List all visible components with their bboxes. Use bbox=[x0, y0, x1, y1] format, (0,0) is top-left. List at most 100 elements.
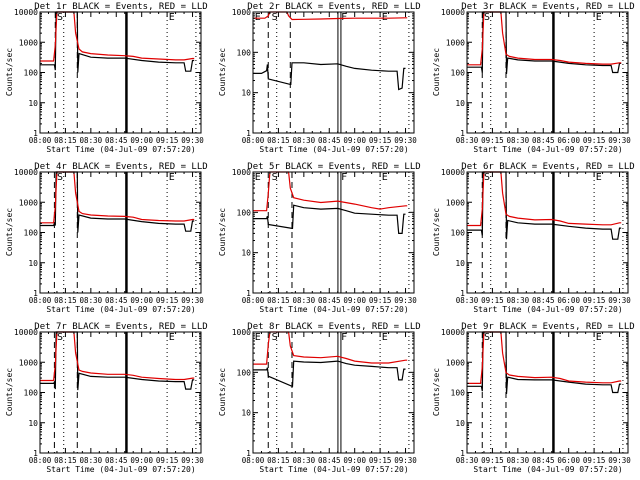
y-tick-label: 100 bbox=[237, 208, 252, 217]
x-tick-label: 09:15 bbox=[369, 456, 392, 465]
y-axis-label: Counts/sec bbox=[218, 368, 227, 416]
x-tick-label: 08:45 bbox=[318, 136, 341, 145]
y-tick-label: 100 bbox=[237, 368, 252, 377]
y-tick-label: 10 bbox=[241, 249, 251, 258]
y-tick-label: 1 bbox=[33, 449, 38, 458]
y-tick-label: 10 bbox=[241, 89, 251, 98]
y-tick-label: 100 bbox=[24, 69, 39, 78]
plot-frame bbox=[252, 11, 415, 134]
y-tick-label: 10 bbox=[455, 99, 465, 108]
x-tick-label: 09:15 bbox=[481, 296, 504, 305]
panel-title: Det 4r BLACK = Events, RED = LLD bbox=[34, 162, 207, 172]
x-tick-label: 09:30 bbox=[181, 136, 204, 145]
x-tick-label: 08:45 bbox=[105, 456, 128, 465]
marker-label: S bbox=[57, 332, 63, 343]
series-events bbox=[253, 62, 406, 91]
series-lld bbox=[253, 331, 408, 365]
panel-title: Det 6r BLACK = Events, RED = LLD bbox=[461, 162, 634, 172]
x-axis-label: Start Time (04-Jul-09 07:57:20) bbox=[259, 145, 408, 154]
series-events bbox=[467, 331, 622, 394]
x-tick-label: 08:15 bbox=[54, 456, 77, 465]
y-tick-label: 1000 bbox=[19, 358, 38, 367]
marker-label: S bbox=[272, 172, 278, 183]
y-tick-label: 100 bbox=[24, 229, 39, 238]
series-lld bbox=[40, 11, 195, 62]
x-tick-label: 06:00 bbox=[557, 136, 580, 145]
plot-frame bbox=[252, 331, 415, 454]
x-tick-label: 09:30 bbox=[394, 456, 417, 465]
x-tick-label: 08:30 bbox=[293, 296, 316, 305]
x-axis-label: Start Time (04-Jul-09 07:57:20) bbox=[46, 465, 195, 474]
x-tick-label: 09:15 bbox=[583, 296, 606, 305]
series-lld bbox=[40, 171, 195, 224]
x-tick-label: 08:00 bbox=[29, 456, 52, 465]
marker-label: S bbox=[272, 12, 278, 23]
y-axis-label: Counts/sec bbox=[432, 368, 441, 416]
y-tick-label: 1000 bbox=[446, 198, 465, 207]
y-tick-label: 1 bbox=[246, 289, 251, 298]
y-tick-label: 10 bbox=[28, 259, 38, 268]
x-tick-label: 09:15 bbox=[156, 456, 179, 465]
marker-label: F bbox=[341, 12, 347, 23]
x-tick-label: 09:30 bbox=[608, 456, 631, 465]
series-lld bbox=[467, 171, 622, 227]
x-tick-label: 09:15 bbox=[156, 296, 179, 305]
x-tick-label: 08:30 bbox=[507, 456, 530, 465]
y-tick-label: 100 bbox=[451, 389, 466, 398]
y-tick-label: 10000 bbox=[441, 168, 465, 177]
marker-label: E bbox=[382, 172, 388, 183]
x-tick-label: 08:15 bbox=[54, 296, 77, 305]
y-tick-label: 100 bbox=[451, 229, 466, 238]
x-tick-label: 08:15 bbox=[267, 296, 290, 305]
x-tick-label: 08:00 bbox=[242, 136, 265, 145]
y-tick-label: 10 bbox=[28, 99, 38, 108]
marker-label: E bbox=[382, 12, 388, 23]
y-tick-label: 10 bbox=[241, 409, 251, 418]
marker-label: S bbox=[57, 12, 63, 23]
x-tick-label: 09:00 bbox=[130, 456, 153, 465]
plot-frame bbox=[252, 171, 415, 294]
y-tick-label: 1 bbox=[33, 289, 38, 298]
x-tick-label: 08:00 bbox=[29, 136, 52, 145]
x-tick-label: 08:45 bbox=[532, 296, 555, 305]
y-axis: 1 10 100 1000 Counts/sec bbox=[218, 168, 414, 298]
x-tick-label: 09:00 bbox=[130, 296, 153, 305]
y-tick-label: 100 bbox=[451, 69, 466, 78]
x-tick-label: 08:15 bbox=[267, 456, 290, 465]
x-tick-label: 09:15 bbox=[583, 456, 606, 465]
x-tick-label: 08:15 bbox=[267, 136, 290, 145]
x-tick-label: 08:30 bbox=[293, 456, 316, 465]
marker-label: S bbox=[484, 332, 490, 343]
x-axis: 08:00 08:15 08:30 08:45 09:00 09:15 09:30Start… bbox=[242, 12, 417, 154]
y-tick-label: 10000 bbox=[441, 8, 465, 17]
y-axis-label: Counts/sec bbox=[432, 208, 441, 256]
series-lld bbox=[467, 331, 622, 384]
x-axis-label: Start Time (04-Jul-09 07:57:20) bbox=[473, 145, 622, 154]
marker-label: S bbox=[272, 332, 278, 343]
y-tick-label: 10 bbox=[455, 259, 465, 268]
x-tick-label: 08:30 bbox=[507, 296, 530, 305]
x-tick-label: 09:15 bbox=[481, 456, 504, 465]
marker-label: E bbox=[255, 12, 261, 23]
y-axis: 1 10 100 1000 Counts/sec bbox=[218, 328, 414, 458]
x-tick-label: 08:30 bbox=[456, 456, 479, 465]
series-events bbox=[467, 171, 622, 240]
x-tick-label: 08:30 bbox=[456, 136, 479, 145]
y-tick-label: 1000 bbox=[232, 168, 251, 177]
x-axis: 08:00 08:15 08:30 08:45 09:00 09:15 09:30Start… bbox=[29, 332, 204, 474]
x-axis: 08:30 09:15 08:30 08:45 06:00 09:15 09:30Start… bbox=[456, 172, 631, 314]
x-tick-label: 09:30 bbox=[181, 296, 204, 305]
series-events bbox=[467, 11, 622, 74]
x-tick-label: 09:00 bbox=[343, 456, 366, 465]
x-tick-label: 08:00 bbox=[242, 456, 265, 465]
series-lld bbox=[40, 331, 195, 382]
marker-label: F bbox=[341, 332, 347, 343]
x-axis: 08:00 08:15 08:30 08:45 09:00 09:15 09:30Start… bbox=[29, 12, 204, 154]
y-tick-label: 1000 bbox=[232, 8, 251, 17]
